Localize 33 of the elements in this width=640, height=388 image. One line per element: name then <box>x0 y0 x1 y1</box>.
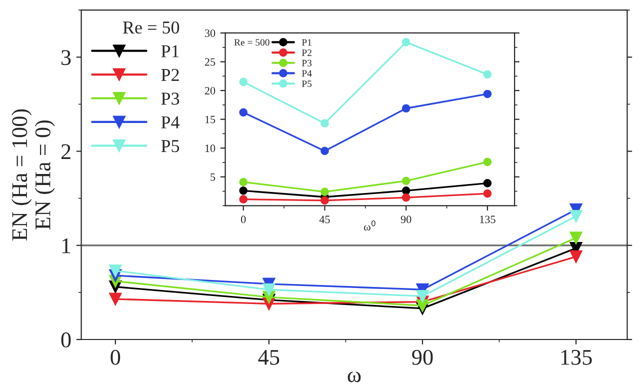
x-axis-title: ω$^{0}$ <box>364 220 376 231</box>
y-tick-label: 25 <box>204 58 216 66</box>
x-tick-label: 0 <box>241 216 246 224</box>
legend-title: Re = 50 <box>122 21 180 34</box>
legend-label: P5 <box>302 80 312 88</box>
y-tick-label: 2 <box>61 144 70 159</box>
legend-label: P1 <box>302 39 312 46</box>
legend-label: P2 <box>302 50 312 56</box>
legend-label: P3 <box>161 92 180 105</box>
legend-label: P3 <box>302 60 312 66</box>
y-tick-label: 0 <box>61 332 71 348</box>
legend-label: P4 <box>161 116 180 128</box>
y-tick-label: 20 <box>204 87 216 94</box>
y-tick-label: 1 <box>62 238 70 254</box>
x-tick-label: 90 <box>412 350 433 365</box>
legend-label: P5 <box>161 140 180 152</box>
y-tick-label: 5 <box>210 173 216 181</box>
y-tick-label: 15 <box>205 116 216 124</box>
legend-label: P4 <box>302 70 312 77</box>
x-axis-title: ω <box>348 372 361 382</box>
x-tick-label: 0 <box>110 350 120 365</box>
y-axis-title: EN (Ha = 100) EN (Ha = 0) <box>12 109 55 241</box>
x-tick-label: 45 <box>258 350 280 365</box>
legend-label: P2 <box>161 68 179 81</box>
legend-label: P1 <box>161 45 179 58</box>
y-tick-label: 3 <box>62 50 71 66</box>
y-tick-label: 30 <box>204 29 216 37</box>
x-tick-label: 135 <box>480 216 496 224</box>
x-tick-label: 135 <box>561 350 592 365</box>
x-tick-label: 45 <box>319 216 330 224</box>
x-tick-label: 90 <box>400 216 412 224</box>
legend-title: Re = 500 <box>234 39 270 46</box>
y-tick-label: 10 <box>205 144 216 152</box>
